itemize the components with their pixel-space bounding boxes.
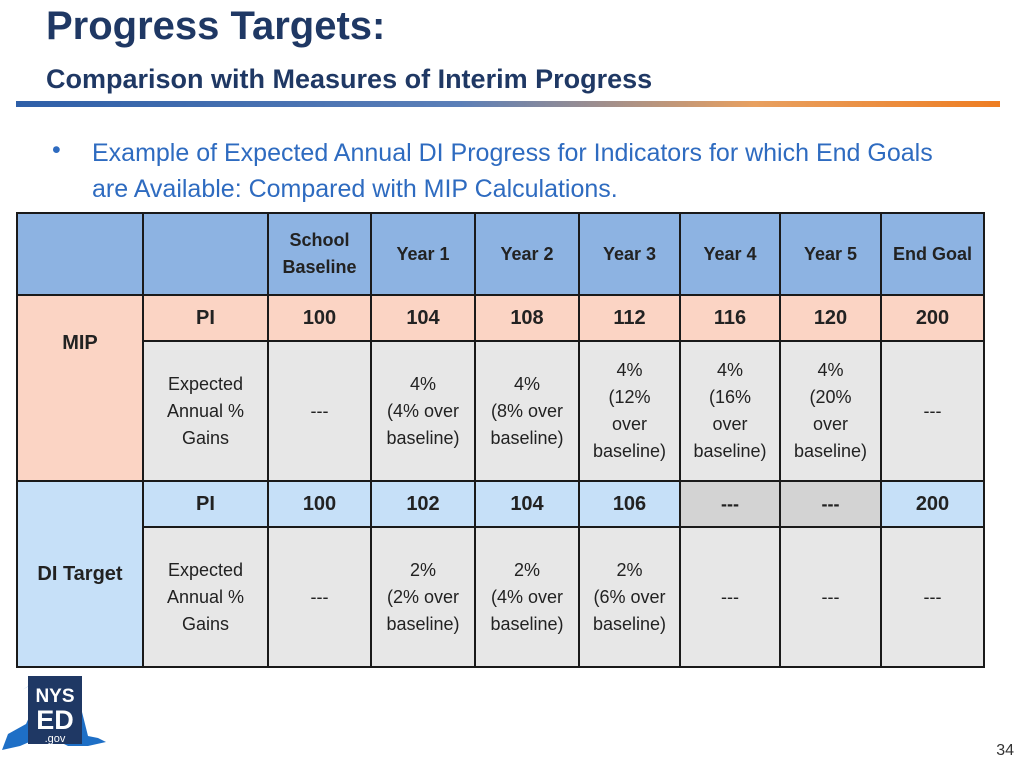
pi-cell: --- <box>779 480 882 528</box>
pi-cell: 106 <box>578 480 681 528</box>
row-label: PI <box>142 480 269 528</box>
gain-cell: 4% (20% over baseline) <box>779 340 882 482</box>
pi-cell: 116 <box>679 294 781 342</box>
pi-cell: 112 <box>578 294 681 342</box>
slide-subtitle: Comparison with Measures of Interim Prog… <box>46 64 653 94</box>
pi-cell: 120 <box>779 294 882 342</box>
gain-cell: --- <box>779 526 882 668</box>
gain-cell: 4% (4% over baseline) <box>370 340 476 482</box>
col-header: Year 5 <box>779 212 882 296</box>
mip-gains-row: Expected Annual % Gains --- 4% (4% over base… <box>17 340 985 482</box>
header-label-cell <box>142 212 269 296</box>
nysed-logo: NYS ED .gov <box>2 676 106 750</box>
pi-cell: 200 <box>880 480 985 528</box>
title-divider <box>16 101 1000 107</box>
mip-group-label: MIP <box>16 294 144 482</box>
pi-cell: 200 <box>880 294 985 342</box>
gain-cell: --- <box>267 340 372 482</box>
bullet-text: Example of Expected Annual DI Progress f… <box>92 139 933 203</box>
page-number: 34 <box>996 742 1014 759</box>
col-header: Year 3 <box>578 212 681 296</box>
row-label: PI <box>142 294 269 342</box>
gain-cell: --- <box>880 340 985 482</box>
logo-ed-text: ED <box>36 705 74 735</box>
row-label: Expected Annual % Gains <box>142 340 269 482</box>
progress-table: School Baseline Year 1 Year 2 Year 3 Year… <box>16 212 985 668</box>
mip-pi-row: MIP PI 100 104 108 112 116 120 200 <box>16 294 985 482</box>
gain-cell: --- <box>679 526 781 668</box>
gain-cell: 2% (4% over baseline) <box>474 526 580 668</box>
pi-cell: 100 <box>267 480 372 528</box>
gain-cell: 2% (2% over baseline) <box>370 526 476 668</box>
pi-cell: 104 <box>370 294 476 342</box>
gain-cell: --- <box>267 526 372 668</box>
gain-cell: --- <box>880 526 985 668</box>
col-header: End Goal <box>880 212 985 296</box>
pi-cell: 108 <box>474 294 580 342</box>
col-header: Year 1 <box>370 212 476 296</box>
gain-cell: 4% (8% over baseline) <box>474 340 580 482</box>
slide-title: Progress Targets: <box>46 4 386 48</box>
pi-cell: 100 <box>267 294 372 342</box>
gain-cell: 2% (6% over baseline) <box>578 526 681 668</box>
gain-cell: 4% (12% over baseline) <box>578 340 681 482</box>
row-label: Expected Annual % Gains <box>142 526 269 668</box>
di-group-label: DI Target <box>16 480 144 668</box>
header-row: School Baseline Year 1 Year 2 Year 3 Year… <box>16 212 985 296</box>
col-header: School Baseline <box>267 212 372 296</box>
di-gains-row: Expected Annual % Gains --- 2% (2% over base… <box>17 526 985 668</box>
logo-box <box>28 676 82 744</box>
col-header: Year 2 <box>474 212 580 296</box>
di-pi-row: DI Target PI 100 102 104 106 --- --- 200 <box>16 480 985 668</box>
bullet-marker: • <box>52 136 61 164</box>
pi-cell: 102 <box>370 480 476 528</box>
pi-cell: --- <box>679 480 781 528</box>
header-corner-cell <box>16 212 144 296</box>
logo-gov-text: .gov <box>45 733 66 745</box>
logo-nys-text: NYS <box>35 686 74 707</box>
gain-cell: 4% (16% over baseline) <box>679 340 781 482</box>
col-header: Year 4 <box>679 212 781 296</box>
pi-cell: 104 <box>474 480 580 528</box>
